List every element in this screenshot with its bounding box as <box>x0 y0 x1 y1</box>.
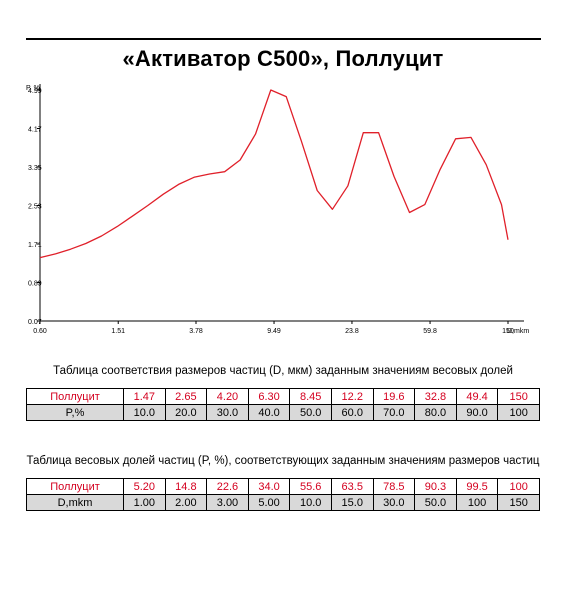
table-cell: 50.0 <box>414 494 457 511</box>
y-axis-label: P, % <box>26 85 40 92</box>
table-cell: 3.00 <box>206 494 249 511</box>
table-cell: 100 <box>497 404 540 421</box>
size-table-values-row: Поллуцит 1.47 2.65 4.20 6.30 8.45 12.2 1… <box>26 388 540 405</box>
table1-caption: Таблица соответствия размеров частиц (D,… <box>53 365 513 377</box>
size-table-row2-label: P,% <box>26 404 124 421</box>
table-cell: 1.47 <box>123 388 166 405</box>
table-cell: 49.4 <box>455 388 499 405</box>
table2-caption: Таблица весовых долей частиц (P, %), соо… <box>26 455 540 467</box>
y-tick-label: 0.07 <box>28 319 42 326</box>
table-cell: 5.00 <box>247 494 291 511</box>
table-cell: 80.0 <box>414 404 457 421</box>
table-cell: 10.0 <box>289 494 332 511</box>
y-tick-label: 1.71 <box>28 242 42 249</box>
table-cell: 90.0 <box>455 404 499 421</box>
x-tick-label: 23.8 <box>345 328 359 335</box>
table-cell: 22.6 <box>206 478 249 495</box>
fraction-table-row2-label: D,mkm <box>26 494 124 511</box>
x-tick-label: 0.60 <box>33 328 47 335</box>
x-tick-label: 9.49 <box>267 328 281 335</box>
table-cell: 150 <box>497 494 540 511</box>
table-cell: 30.0 <box>372 494 416 511</box>
y-tick-label: 4.17 <box>28 127 42 134</box>
table-cell: 19.6 <box>372 388 416 405</box>
table-cell: 50.0 <box>289 404 332 421</box>
table-cell: 100 <box>497 478 540 495</box>
table-cell: 15.0 <box>330 494 374 511</box>
table-cell: 14.8 <box>164 478 208 495</box>
table-cell: 1.00 <box>123 494 166 511</box>
table-cell: 78.5 <box>372 478 416 495</box>
table-cell: 10.0 <box>123 404 166 421</box>
table-cell: 63.5 <box>330 478 374 495</box>
table-cell: 55.6 <box>289 478 332 495</box>
table-cell: 60.0 <box>330 404 374 421</box>
y-tick-label: 2.53 <box>28 204 42 211</box>
fraction-table-row1-label: Поллуцит <box>26 478 124 495</box>
table-cell: 70.0 <box>372 404 416 421</box>
top-rule <box>26 38 541 40</box>
table-cell: 6.30 <box>247 388 291 405</box>
size-table: Поллуцит 1.47 2.65 4.20 6.30 8.45 12.2 1… <box>26 388 540 421</box>
table-cell: 40.0 <box>247 404 291 421</box>
series-line <box>39 89 509 259</box>
table-cell: 2.65 <box>164 388 208 405</box>
x-tick-label: 59.8 <box>423 328 437 335</box>
table-cell: 30.0 <box>206 404 249 421</box>
table-cell: 90.3 <box>414 478 457 495</box>
table-cell: 20.0 <box>164 404 208 421</box>
x-tick-label: 1.51 <box>111 328 125 335</box>
table-cell: 5.20 <box>123 478 166 495</box>
table-cell: 12.2 <box>330 388 374 405</box>
table-cell: 2.00 <box>164 494 208 511</box>
table-cell: 34.0 <box>247 478 291 495</box>
line-chart: 4.99 4.17 3.35 2.53 1.71 0.89 0.07 0.60 1.51 3.78… <box>26 84 529 335</box>
y-tick-label: 0.89 <box>28 281 42 288</box>
size-table-percent-row: P,% 10.0 20.0 30.0 40.0 50.0 60.0 70.0 8… <box>26 404 540 421</box>
size-table-row1-label: Поллуцит <box>26 388 124 405</box>
x-axis-label: D,mkm <box>507 328 529 335</box>
page-title: «Активатор C500», Поллуцит <box>122 46 444 71</box>
table-cell: 32.8 <box>414 388 457 405</box>
x-tick-label: 150 <box>502 328 514 335</box>
fraction-table-values-row: Поллуцит 5.20 14.8 22.6 34.0 55.6 63.5 7… <box>26 478 540 495</box>
fraction-table-size-row: D,mkm 1.00 2.00 3.00 5.00 10.0 15.0 30.0… <box>26 494 540 511</box>
table-cell: 100 <box>455 494 499 511</box>
table-cell: 4.20 <box>206 388 249 405</box>
x-tick-label: 3.78 <box>189 328 203 335</box>
table-cell: 99.5 <box>455 478 499 495</box>
y-tick-label: 4.99 <box>28 88 42 95</box>
fraction-table: Поллуцит 5.20 14.8 22.6 34.0 55.6 63.5 7… <box>26 478 540 511</box>
y-tick-label: 3.35 <box>28 165 42 172</box>
table-cell: 8.45 <box>289 388 332 405</box>
table-cell: 150 <box>497 388 540 405</box>
